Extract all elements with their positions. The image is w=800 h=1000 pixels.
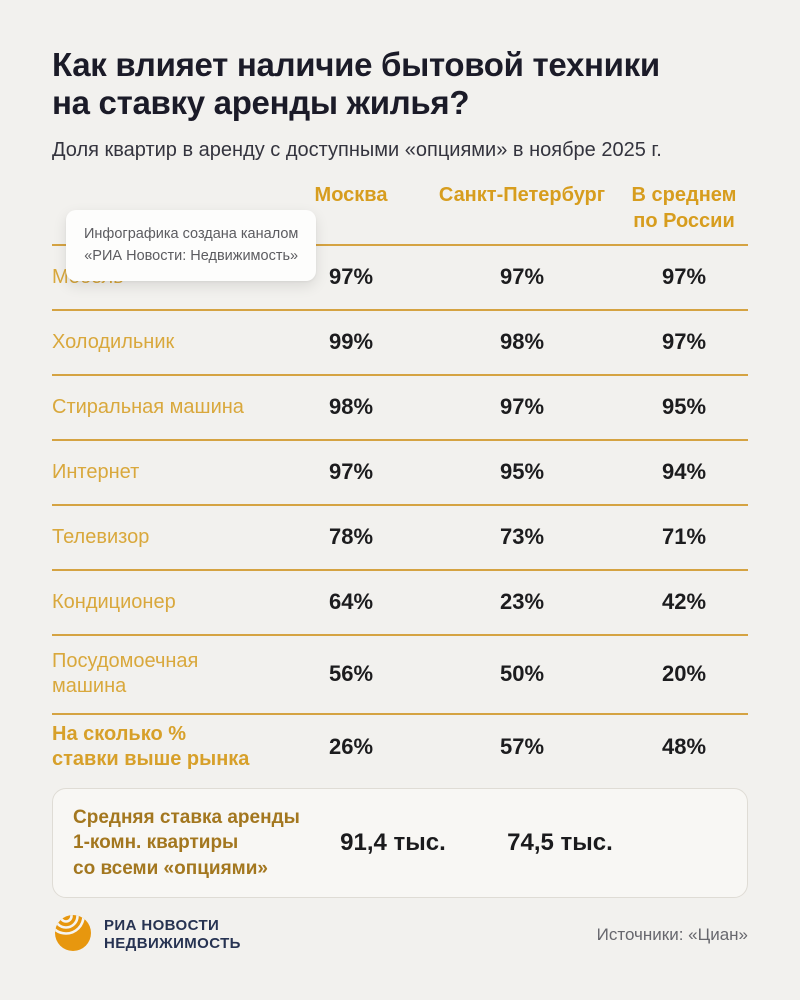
cell-value: 48% (661, 734, 707, 760)
cell-value: 95% (499, 459, 545, 485)
brand-name-line2: НЕДВИЖИМОСТЬ (104, 934, 241, 952)
cell-value: 64% (328, 589, 374, 615)
row-label: Интернет (52, 460, 140, 483)
cell-value: 97% (499, 264, 545, 290)
ria-globe-icon (52, 911, 94, 958)
row-label: Холодильник (52, 330, 175, 353)
table-row-fridge: Холодильник 99% 98% 97% (52, 311, 748, 376)
page-title-line2: на ставку аренды жилья? (52, 84, 470, 122)
summary-value-spb: 74,5 тыс. (507, 828, 613, 856)
footer: РИА НОВОСТИ НЕДВИЖИМОСТЬ Источники: «Циа… (52, 911, 748, 958)
table-row-dishwasher: Посудомоечная машина 56% 50% 20% (52, 636, 748, 715)
watermark-badge: Инфографика создана каналом «РИА Новости… (66, 210, 317, 281)
cell-value: 97% (661, 264, 707, 290)
page-title-line1: Как влияет наличие бытовой техники (52, 46, 660, 83)
cell-value: 78% (328, 524, 374, 550)
page-title: Как влияет наличие бытовой техники на ст… (52, 46, 748, 123)
cell-value: 98% (328, 394, 374, 420)
summary-card: Средняя ставка аренды 1-комн. квартиры с… (52, 787, 748, 899)
table-row-internet: Интернет 97% 95% 94% (52, 441, 748, 506)
column-header-spb: Санкт-Петербург (438, 183, 606, 206)
table-header-row: Москва Санкт-Петербург В среднем по Росс… (52, 182, 748, 246)
cell-value: 26% (328, 734, 374, 760)
page-subtitle: Доля квартир в аренду с доступными «опци… (52, 138, 662, 161)
row-label: Посудомоечная машина (52, 650, 199, 698)
table-row-tv: Телевизор 78% 73% 71% (52, 506, 748, 571)
cell-value: 42% (661, 589, 707, 615)
cell-value: 97% (328, 264, 374, 290)
row-label: На сколько % ставки выше рынка (52, 723, 250, 771)
row-label: Стиральная машина (52, 395, 244, 418)
cell-value: 99% (328, 329, 374, 355)
brand-name: РИА НОВОСТИ НЕДВИЖИМОСТЬ (104, 917, 241, 952)
cell-value: 95% (661, 394, 707, 420)
table-row-rate-above-market: На сколько % ставки выше рынка 26% 57% 4… (52, 715, 748, 780)
cell-value: 20% (661, 661, 707, 687)
brand-name-line1: РИА НОВОСТИ (104, 916, 220, 934)
cell-value: 23% (499, 589, 545, 615)
cell-value: 97% (499, 394, 545, 420)
row-label: Кондиционер (52, 590, 176, 613)
cell-value: 94% (661, 459, 707, 485)
column-header-moscow: Москва (314, 183, 388, 206)
source-credit: Источники: «Циан» (596, 924, 748, 944)
summary-label: Средняя ставка аренды 1-комн. квартиры с… (73, 806, 300, 879)
row-label: Телевизор (52, 525, 150, 548)
cell-value: 98% (499, 329, 545, 355)
cell-value: 97% (328, 459, 374, 485)
brand-logo: РИА НОВОСТИ НЕДВИЖИМОСТЬ (52, 911, 241, 958)
summary-value-moscow: 91,4 тыс. (340, 828, 446, 856)
table-row-washing-machine: Стиральная машина 98% 97% 95% (52, 376, 748, 441)
cell-value: 56% (328, 661, 374, 687)
cell-value: 50% (499, 661, 545, 687)
cell-value: 71% (661, 524, 707, 550)
table-row-air-conditioner: Кондиционер 64% 23% 42% (52, 571, 748, 636)
column-header-russia-avg: В среднем по России (631, 183, 737, 232)
cell-value: 57% (499, 734, 545, 760)
cell-value: 73% (499, 524, 545, 550)
cell-value: 97% (661, 329, 707, 355)
